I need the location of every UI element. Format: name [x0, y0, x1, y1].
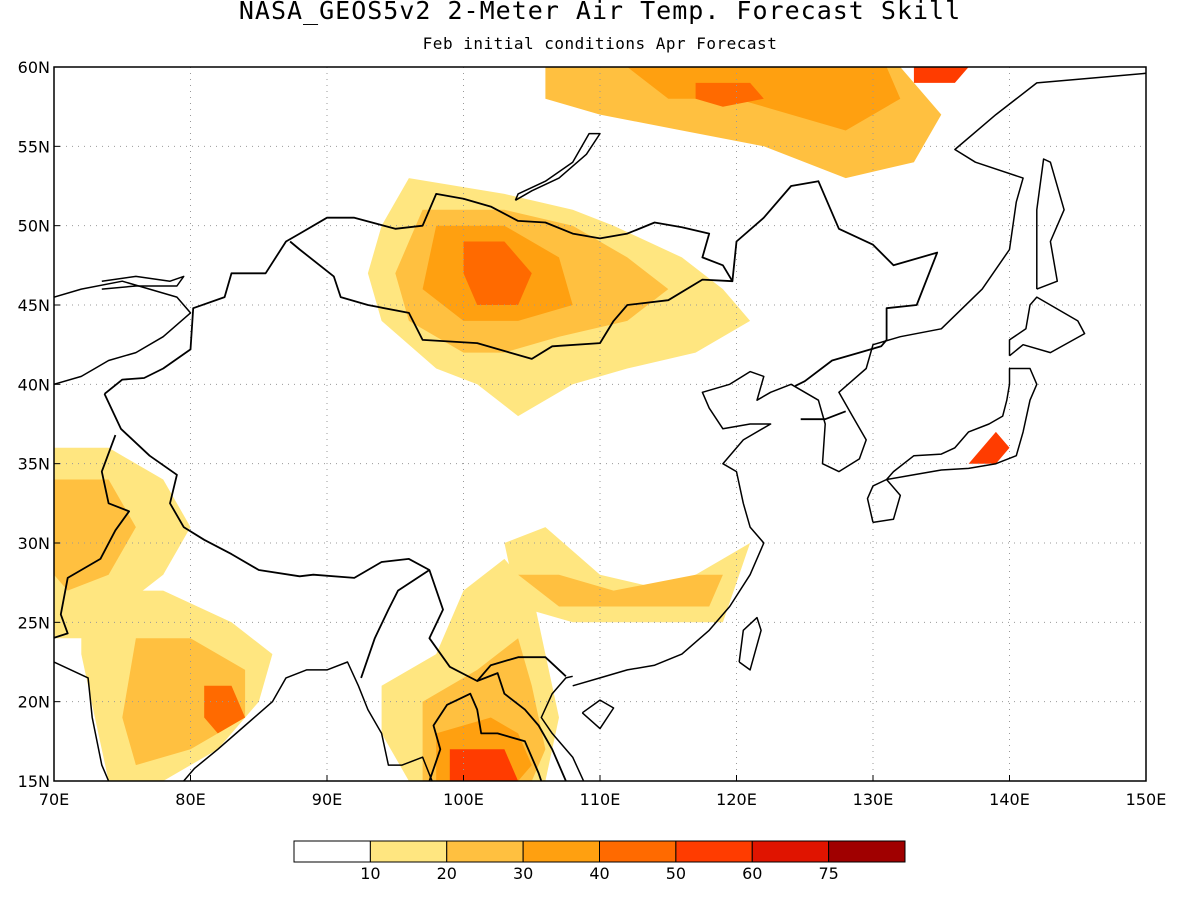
border-thailand-laos	[428, 692, 543, 781]
coastline-kyushu-shikoku	[866, 478, 902, 524]
lon-tick-label: 140E	[989, 790, 1030, 809]
graticule-grid	[54, 67, 1146, 781]
lat-tick-label: 25N	[18, 613, 50, 632]
skill-region-far-east-hot	[913, 67, 969, 83]
skill-shading-layer	[54, 67, 1010, 781]
coastline-aral-caspian	[54, 280, 192, 386]
lon-tick-label: 70E	[39, 790, 69, 809]
chart-title: NASA_GEOS5v2 2-Meter Air Temp. Forecast …	[238, 0, 962, 25]
colorbar-swatch	[675, 840, 753, 863]
lat-tick-label: 45N	[18, 296, 50, 315]
lat-tick-label: 50N	[18, 217, 50, 236]
lon-tick-label: 120E	[716, 790, 757, 809]
skill-region-mongolia-hot	[463, 241, 532, 305]
coastline-japan-honshu	[886, 367, 1038, 481]
skill-region-japan-hot	[968, 431, 1010, 464]
lat-tick-label: 60N	[18, 58, 50, 77]
chart-subtitle: Feb initial conditions Apr Forecast	[422, 34, 778, 53]
coastline-border-layer	[54, 72, 1146, 781]
colorbar-label: 60	[742, 864, 762, 883]
skill-region-india-mid	[122, 638, 246, 766]
colorbar-swatch	[369, 840, 448, 863]
colorbar-label: 40	[589, 864, 609, 883]
colorbar-swatch	[828, 840, 906, 863]
coastline-sakhalin	[1036, 158, 1065, 290]
coastline-baikal	[514, 132, 601, 201]
border-china-mongolia-russia	[103, 192, 734, 395]
skill-region-south-china	[504, 527, 751, 623]
skill-region-siberia-core	[627, 67, 901, 131]
border-china-russia-east	[731, 180, 939, 387]
colorbar-swatch	[599, 840, 677, 863]
lon-tick-label: 130E	[853, 790, 894, 809]
lon-tick-label: 100E	[443, 790, 484, 809]
lat-tick-label: 15N	[18, 772, 50, 791]
lat-tick-label: 55N	[18, 137, 50, 156]
coastline-balkhash	[101, 275, 185, 290]
axis-ticks: 70E 80E 90E 100E 110E 120E 130E 140E 150E 15N 20N 2…	[18, 58, 1167, 809]
border-myanmar-laos-thailand	[360, 569, 430, 679]
coastline-india-coast	[54, 661, 110, 781]
coastline-vietnam-north	[540, 675, 585, 781]
lon-tick-label: 110E	[580, 790, 621, 809]
border-korea-dmz	[800, 410, 847, 421]
colorbar-label: 20	[437, 864, 457, 883]
skill-region-south-china-mid	[518, 574, 723, 607]
lat-tick-label: 35N	[18, 455, 50, 474]
lat-tick-label: 40N	[18, 375, 50, 394]
colorbar-swatch	[751, 840, 830, 863]
colorbar-swatch	[293, 840, 371, 863]
colorbar: 10 20 30 40 50 60 75	[293, 840, 906, 883]
colorbar-label: 50	[666, 864, 686, 883]
border-china-south-west	[103, 393, 567, 682]
skill-region-siberia-hot	[695, 82, 764, 107]
colorbar-label: 75	[818, 864, 838, 883]
border-india-nepal-bangladesh	[54, 434, 131, 639]
lon-tick-label: 150E	[1126, 790, 1167, 809]
border-laos-vietnam	[476, 672, 567, 781]
coastline-east-asia-coast	[572, 72, 1146, 687]
skill-region-indochina-hot	[449, 749, 519, 781]
skill-region-pakistan-mid	[54, 479, 136, 591]
colorbar-label: 10	[360, 864, 380, 883]
skill-region-india-hot	[204, 685, 246, 734]
colorbar-swatch	[522, 840, 600, 863]
colorbar-label: 30	[513, 864, 533, 883]
lat-tick-label: 20N	[18, 693, 50, 712]
coastline-taiwan	[738, 616, 762, 671]
lon-tick-label: 80E	[175, 790, 205, 809]
coastline-hainan	[581, 699, 615, 730]
lat-tick-label: 30N	[18, 534, 50, 553]
coastline-bay-of-bengal	[183, 661, 433, 781]
coastline-japan-hokkaido	[1008, 296, 1086, 357]
colorbar-swatch	[446, 840, 524, 863]
lon-tick-label: 90E	[312, 790, 342, 809]
